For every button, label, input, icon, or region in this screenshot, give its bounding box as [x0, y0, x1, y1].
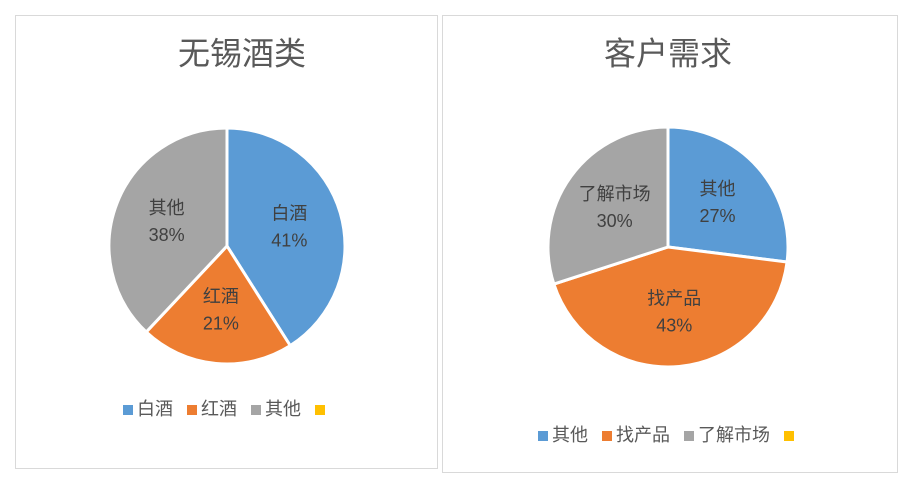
- slice-value-label: 38%: [149, 225, 185, 245]
- slice-value-label: 30%: [597, 211, 633, 231]
- legend-label: 红酒: [201, 399, 237, 419]
- slice-value-label: 43%: [656, 315, 692, 335]
- legend-swatch: [538, 431, 548, 441]
- pie-slice: [666, 125, 790, 264]
- legend-swatch: [602, 431, 612, 441]
- slice-category-label: 红酒: [203, 286, 239, 306]
- chart-title: 客户需求: [604, 35, 732, 71]
- slice-value-label: 41%: [271, 231, 307, 251]
- legend-label: 其他: [552, 425, 588, 445]
- legend-label: 其他: [265, 399, 301, 419]
- pie-slice: [551, 245, 789, 369]
- legend-swatch: [784, 431, 794, 441]
- legend-label: 找产品: [616, 425, 670, 445]
- legend-swatch: [684, 431, 694, 441]
- pie-slice: [107, 126, 229, 335]
- slice-category-label: 其他: [700, 179, 736, 199]
- pie-slice: [546, 125, 670, 286]
- legend-swatch: [123, 405, 133, 415]
- legend-swatch: [251, 405, 261, 415]
- slice-category-label: 其他: [149, 198, 185, 218]
- slice-value-label: 27%: [699, 206, 735, 226]
- slice-category-label: 了解市场: [579, 184, 651, 204]
- legend-swatch: [315, 405, 325, 415]
- legend-label: 了解市场: [698, 425, 770, 445]
- pie-slice: [144, 243, 293, 366]
- legend-label: 白酒: [137, 399, 173, 419]
- slice-category-label: 找产品: [647, 288, 701, 308]
- slice-value-label: 21%: [203, 313, 239, 333]
- slice-category-label: 白酒: [271, 204, 307, 224]
- chart-title: 无锡酒类: [178, 35, 306, 71]
- legend-swatch: [187, 405, 197, 415]
